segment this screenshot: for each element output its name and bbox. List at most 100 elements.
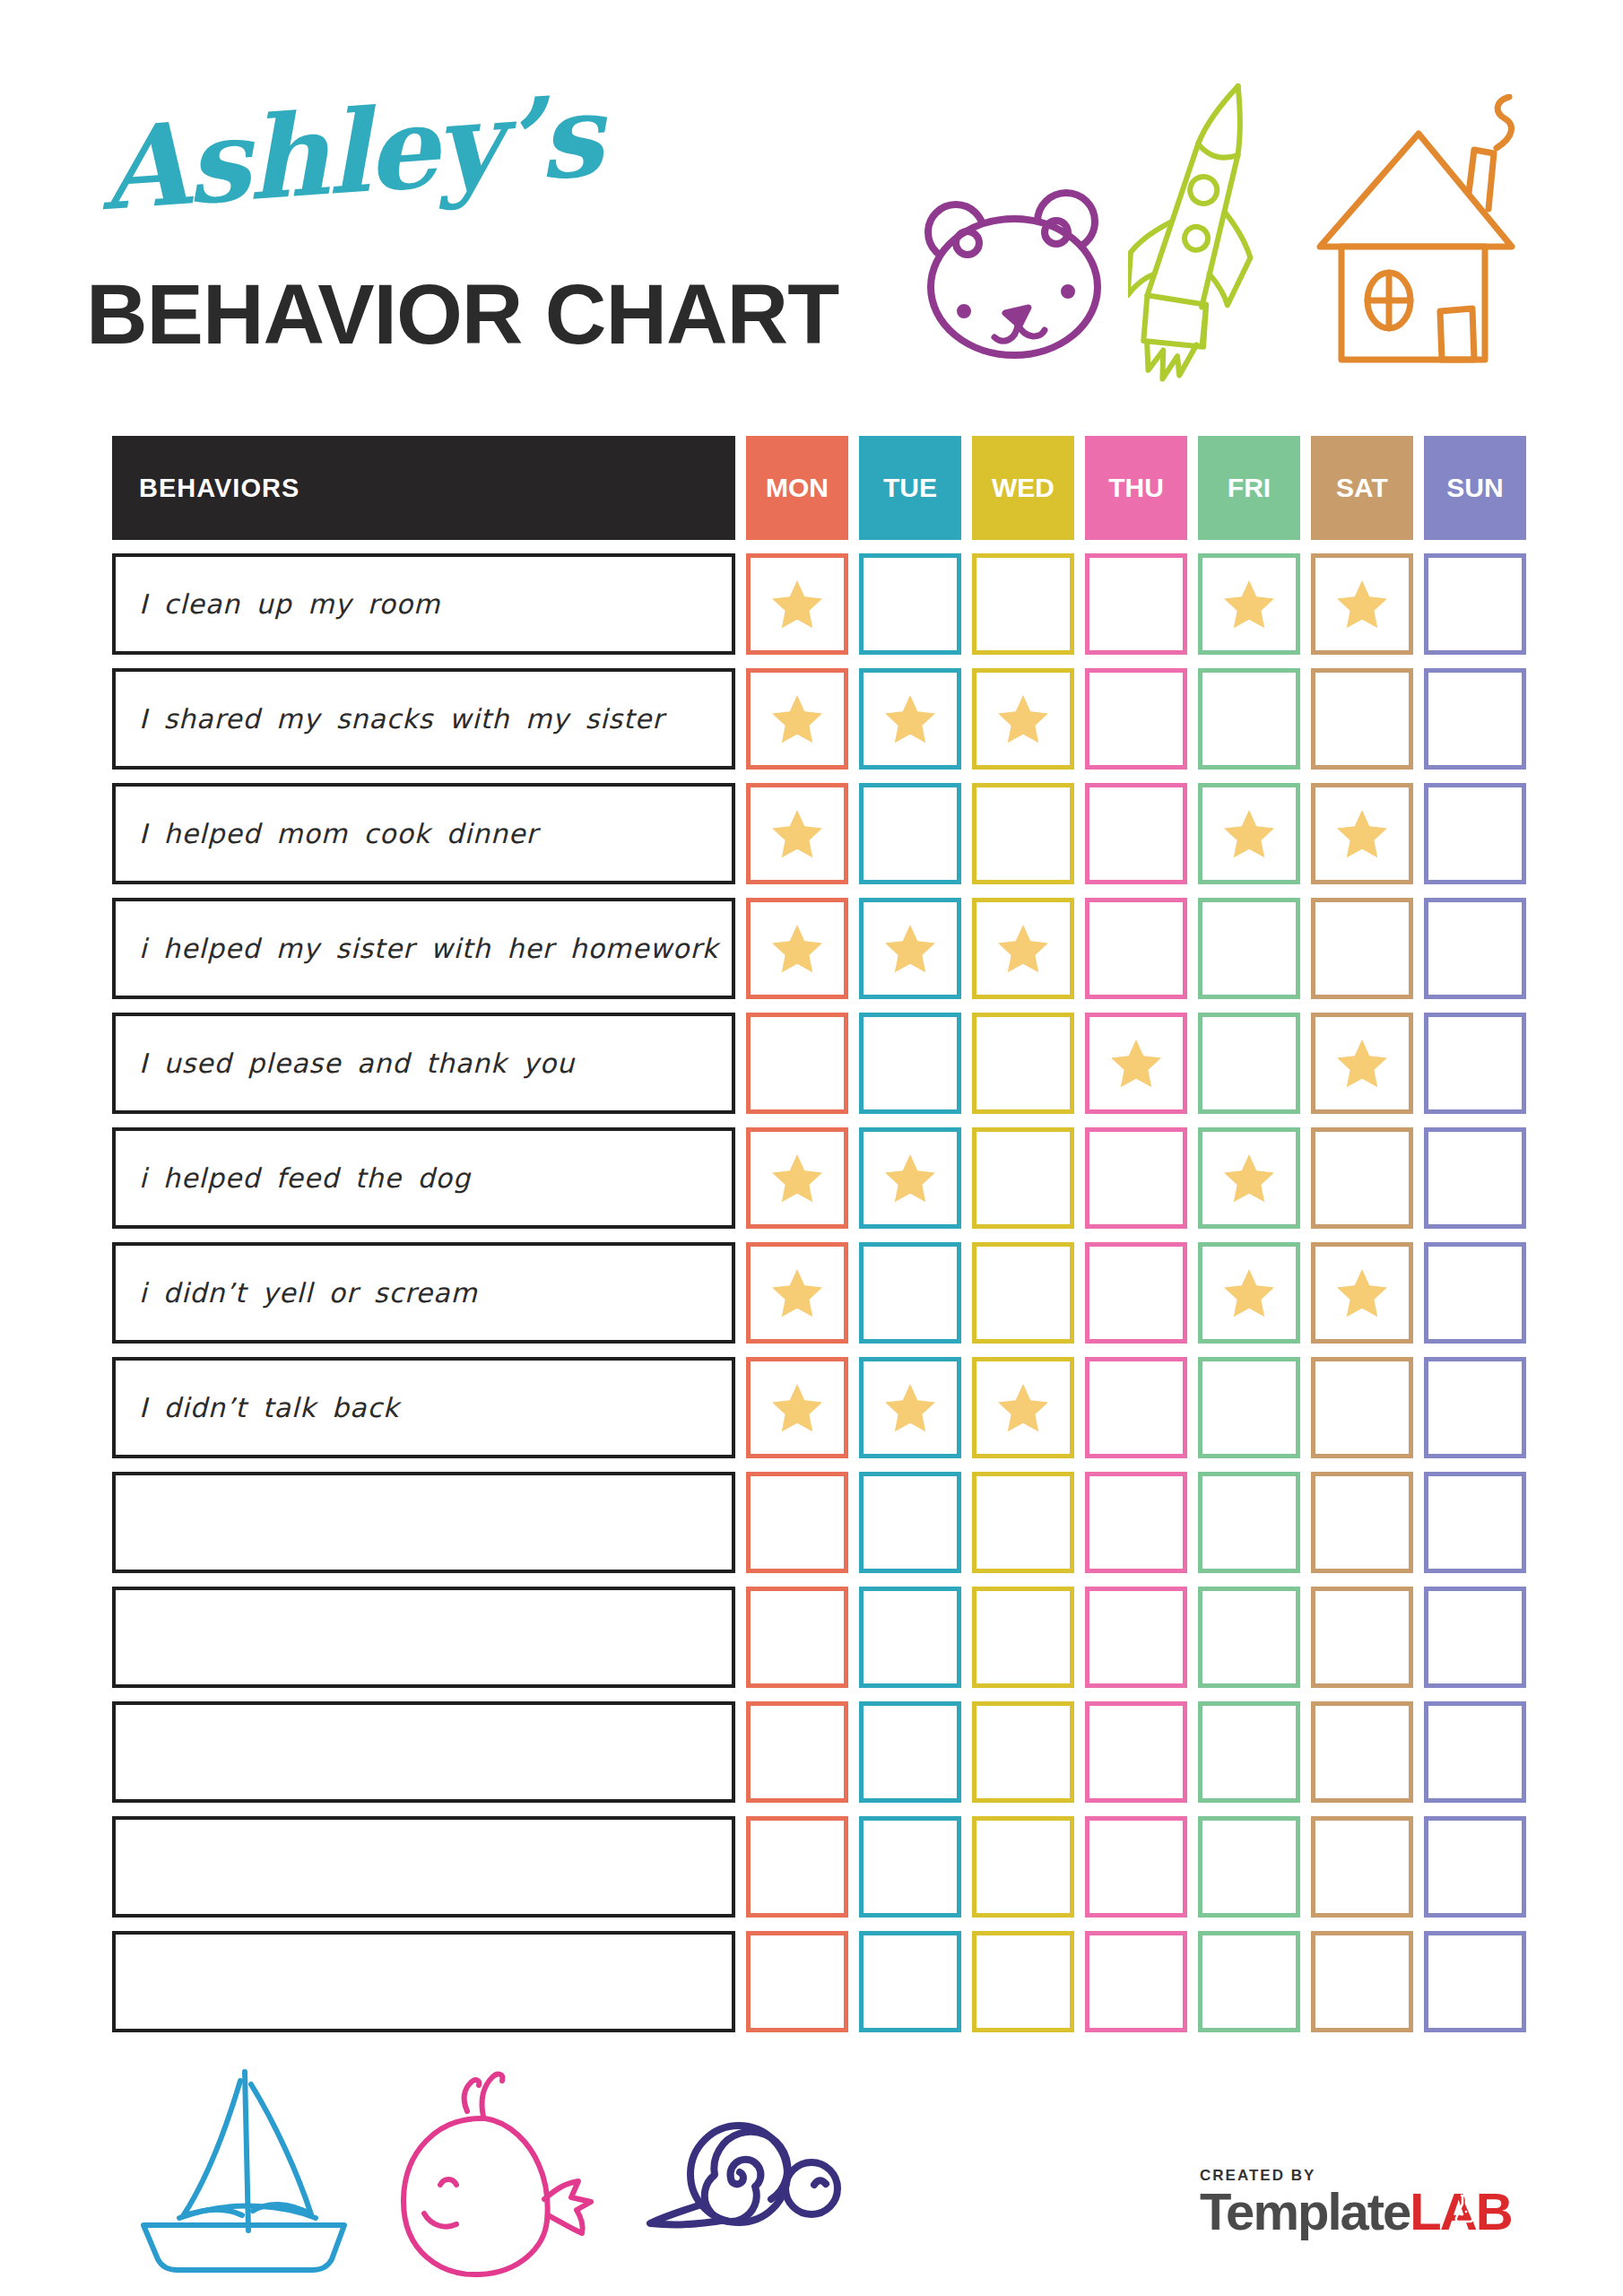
star-cell-mon xyxy=(746,1242,848,1344)
star-icon xyxy=(1333,1265,1391,1322)
star-icon xyxy=(994,691,1052,748)
star-cell-sun xyxy=(1424,1701,1526,1803)
star-icon xyxy=(1107,1035,1165,1092)
star-cell-wed xyxy=(972,1013,1074,1114)
star-cell-sat xyxy=(1311,1931,1413,2032)
star-cell-tue xyxy=(859,898,961,999)
behaviors-column-header: BEHAVIORS xyxy=(112,436,735,540)
star-cell-sun xyxy=(1424,1472,1526,1573)
behavior-label: i helped my sister with her homework xyxy=(112,898,735,999)
star-icon xyxy=(1220,576,1278,633)
star-cell-wed xyxy=(972,1931,1074,2032)
behavior-row: I used please and thank you xyxy=(112,1013,1526,1114)
star-cell-tue xyxy=(859,1587,961,1688)
day-header-sun: SUN xyxy=(1424,436,1526,540)
star-cell-fri xyxy=(1198,783,1300,884)
star-cell-sun xyxy=(1424,1127,1526,1229)
bear-icon xyxy=(916,184,1112,363)
behavior-row xyxy=(112,1931,1526,2032)
day-header-fri: FRI xyxy=(1198,436,1300,540)
star-cell-mon xyxy=(746,1816,848,1918)
behavior-label xyxy=(112,1931,735,2032)
star-cell-wed xyxy=(972,1357,1074,1458)
star-cell-sun xyxy=(1424,898,1526,999)
star-cell-sat xyxy=(1311,1472,1413,1573)
behavior-label: I shared my snacks with my sister xyxy=(112,668,735,770)
star-icon xyxy=(1220,1150,1278,1207)
day-header-wed: WED xyxy=(972,436,1074,540)
star-cell-thu xyxy=(1085,1472,1187,1573)
chart-header-row: BEHAVIORS MONTUEWEDTHUFRISATSUN xyxy=(112,436,1526,540)
star-cell-sat xyxy=(1311,1816,1413,1918)
star-cell-wed xyxy=(972,898,1074,999)
star-cell-sat xyxy=(1311,1357,1413,1458)
star-icon xyxy=(768,1150,826,1207)
star-icon xyxy=(1333,1035,1391,1092)
star-cell-sat xyxy=(1311,1242,1413,1344)
behavior-row: i helped my sister with her homework xyxy=(112,898,1526,999)
star-icon xyxy=(768,576,826,633)
star-cell-tue xyxy=(859,1242,961,1344)
snail-icon xyxy=(638,2109,852,2246)
star-cell-fri xyxy=(1198,1127,1300,1229)
behavior-chart: BEHAVIORS MONTUEWEDTHUFRISATSUN I clean … xyxy=(112,436,1526,2046)
star-cell-tue xyxy=(859,553,961,655)
day-header-sat: SAT xyxy=(1311,436,1413,540)
brand-name-second: LAB xyxy=(1410,2182,1511,2240)
star-cell-mon xyxy=(746,1472,848,1573)
star-cell-thu xyxy=(1085,1587,1187,1688)
behavior-row xyxy=(112,1587,1526,1688)
behavior-label xyxy=(112,1701,735,1803)
behavior-row: i helped feed the dog xyxy=(112,1127,1526,1229)
star-cell-sun xyxy=(1424,1242,1526,1344)
star-cell-tue xyxy=(859,783,961,884)
chart-body: I clean up my room I shared my snacks wi… xyxy=(112,553,1526,2032)
star-cell-fri xyxy=(1198,668,1300,770)
day-header-mon: MON xyxy=(746,436,848,540)
star-icon xyxy=(1333,805,1391,863)
behavior-row: I clean up my room xyxy=(112,553,1526,655)
star-cell-tue xyxy=(859,1816,961,1918)
star-cell-tue xyxy=(859,1357,961,1458)
flask-icon xyxy=(1453,2193,1476,2223)
star-cell-thu xyxy=(1085,1816,1187,1918)
behavior-row: I helped mom cook dinner xyxy=(112,783,1526,884)
star-cell-sat xyxy=(1311,553,1413,655)
star-cell-fri xyxy=(1198,1701,1300,1803)
star-cell-mon xyxy=(746,1357,848,1458)
behavior-label: i helped feed the dog xyxy=(112,1127,735,1229)
star-cell-sun xyxy=(1424,1013,1526,1114)
star-cell-tue xyxy=(859,668,961,770)
star-cell-sun xyxy=(1424,1816,1526,1918)
star-cell-mon xyxy=(746,898,848,999)
star-cell-fri xyxy=(1198,1013,1300,1114)
star-cell-fri xyxy=(1198,1472,1300,1573)
behavior-row xyxy=(112,1472,1526,1573)
behavior-label: I clean up my room xyxy=(112,553,735,655)
star-icon xyxy=(768,1265,826,1322)
star-cell-tue xyxy=(859,1127,961,1229)
star-cell-thu xyxy=(1085,783,1187,884)
star-cell-fri xyxy=(1198,1587,1300,1688)
behavior-row xyxy=(112,1816,1526,1918)
star-icon xyxy=(994,1379,1052,1437)
brand-name-first: Template xyxy=(1200,2182,1410,2240)
star-cell-fri xyxy=(1198,1242,1300,1344)
star-cell-tue xyxy=(859,1472,961,1573)
star-cell-mon xyxy=(746,1931,848,2032)
star-cell-sun xyxy=(1424,1587,1526,1688)
star-cell-sat xyxy=(1311,1127,1413,1229)
sailboat-icon xyxy=(127,2047,359,2273)
house-icon xyxy=(1302,94,1533,381)
star-cell-fri xyxy=(1198,898,1300,999)
star-cell-sun xyxy=(1424,668,1526,770)
behavior-row: I didn’t talk back xyxy=(112,1357,1526,1458)
star-cell-fri xyxy=(1198,1931,1300,2032)
star-cell-tue xyxy=(859,1701,961,1803)
star-icon xyxy=(881,1150,939,1207)
star-cell-thu xyxy=(1085,1931,1187,2032)
star-cell-wed xyxy=(972,553,1074,655)
star-cell-wed xyxy=(972,668,1074,770)
behavior-row xyxy=(112,1701,1526,1803)
child-name-title: Ashley’s xyxy=(97,69,604,236)
